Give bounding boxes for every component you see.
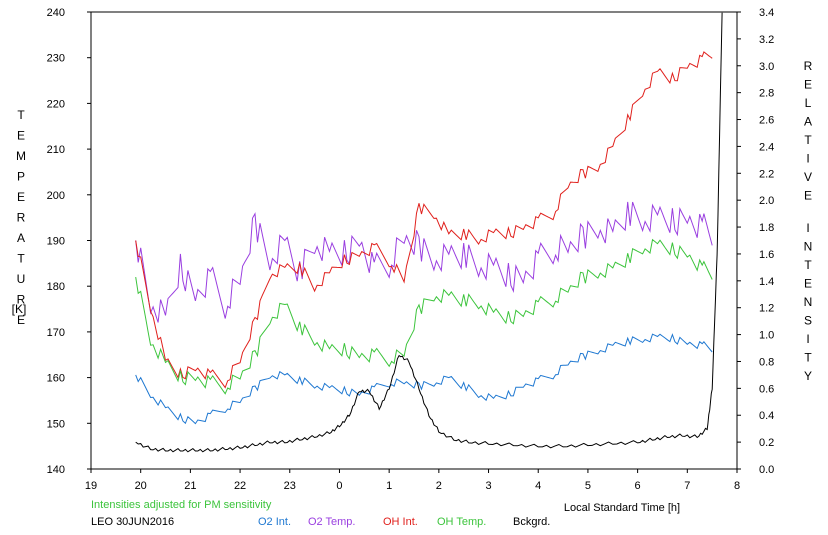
y-right-tick-label: 0.6: [759, 383, 774, 395]
x-tick-label: 5: [585, 480, 591, 492]
y-right-tick-label: 1.6: [759, 249, 774, 261]
x-tick-label: 0: [336, 480, 342, 492]
y-left-label-letter: R: [17, 293, 26, 307]
y-right-label-letter: E: [804, 189, 812, 203]
y-left-tick-label: 210: [47, 144, 65, 156]
x-axis-ticks: 19 20 21 22 23 0 1 2 3 4 5 6 7 8: [85, 469, 740, 492]
series-oh-temp: [135, 238, 713, 395]
y-left-label-letter: A: [17, 231, 25, 245]
x-tick-label: 2: [436, 480, 442, 492]
y-right-tick-label: 0.4: [759, 410, 774, 422]
y-right-label-letter: S: [804, 314, 812, 328]
y-right-label-letter: E: [804, 277, 812, 291]
y-right-label-letter: A: [804, 115, 812, 129]
x-tick-label: 8: [734, 480, 740, 492]
x-tick-label: 23: [284, 480, 296, 492]
x-tick-label: 1: [386, 480, 392, 492]
legend-entry: OH Int.: [383, 516, 418, 528]
x-tick-label: 22: [234, 480, 246, 492]
x-tick-label: 19: [85, 480, 97, 492]
y-left-label-letter: T: [17, 108, 25, 122]
legend: O2 Int. O2 Temp. OH Int. OH Temp. Bckgrd.: [258, 516, 550, 528]
y-right-tick-label: 2.0: [759, 195, 774, 207]
y-right-label-letter: I: [806, 221, 809, 235]
y-right-tick-label: 2.2: [759, 168, 774, 180]
y-left-tick-label: 220: [47, 98, 65, 110]
note-text: Intensities adjusted for PM sensitivity: [91, 499, 272, 511]
y-left-tick-label: 180: [47, 281, 65, 293]
y-left-label-letter: M: [16, 149, 26, 163]
y-left-tick-label: 170: [47, 327, 65, 339]
x-tick-label: 6: [635, 480, 641, 492]
y-right-label-letter: E: [804, 78, 812, 92]
y-right-label-letter: L: [805, 96, 812, 110]
x-tick-label: 20: [135, 480, 147, 492]
legend-entry: OH Temp.: [437, 516, 486, 528]
y-right-label-letter: N: [804, 295, 813, 309]
x-tick-label: 4: [535, 480, 541, 492]
series-o2-int: [135, 333, 713, 425]
y-left-label-letter: E: [17, 313, 25, 327]
y-right-label-letter: I: [806, 152, 809, 166]
y-left-label-letter: U: [17, 272, 26, 286]
y-right-tick-label: 2.6: [759, 115, 774, 127]
y-right-tick-label: 3.2: [759, 34, 774, 46]
y-axis-right-ticks: 0.0 0.2 0.4 0.6 0.8 1.0 1.2 1.4 1.6 1.8 2.0 2.2 2.4 2…: [737, 7, 774, 476]
y-right-tick-label: 2.4: [759, 141, 774, 153]
y-left-label-letter: R: [17, 211, 26, 225]
y-right-tick-label: 1.2: [759, 303, 774, 315]
y-left-label-letter: P: [17, 170, 25, 184]
y-left-tick-label: 140: [47, 464, 65, 476]
legend-entry: O2 Temp.: [308, 516, 356, 528]
x-tick-label: 21: [184, 480, 196, 492]
series-oh-int: [135, 51, 713, 389]
legend-entry: O2 Int.: [258, 516, 291, 528]
y-right-label-letter: Y: [804, 369, 812, 383]
y-axis-left-ticks: 140 150 160 170 180 190 200 210 220 230 240: [47, 7, 91, 476]
y-right-tick-label: 0.0: [759, 464, 774, 476]
y-right-label-letter: N: [804, 240, 813, 254]
y-left-tick-label: 240: [47, 7, 65, 19]
station-date: LEO 30JUN2016: [91, 516, 174, 528]
y-right-tick-label: 3.4: [759, 7, 774, 19]
series-bckgrd: [135, 12, 723, 453]
series-layer: [135, 12, 723, 453]
y-right-label-letter: V: [804, 170, 812, 184]
legend-entry: Bckgrd.: [513, 516, 550, 528]
y-left-tick-label: 160: [47, 373, 65, 385]
y-right-tick-label: 0.8: [759, 356, 774, 368]
y-right-tick-label: 1.8: [759, 222, 774, 234]
y-left-label-letter: T: [17, 252, 25, 266]
y-left-tick-label: 190: [47, 236, 65, 248]
y-left-label-letter: E: [17, 190, 25, 204]
y-right-label-letter: T: [804, 133, 812, 147]
y-right-tick-label: 1.4: [759, 276, 774, 288]
x-tick-label: 7: [684, 480, 690, 492]
y-right-label-letter: T: [804, 258, 812, 272]
y-right-label-letter: R: [804, 59, 813, 73]
y-left-tick-label: 230: [47, 53, 65, 65]
y-right-tick-label: 2.8: [759, 88, 774, 100]
y-left-label-letter: E: [17, 129, 25, 143]
y-right-tick-label: 1.0: [759, 330, 774, 342]
x-tick-label: 3: [485, 480, 491, 492]
y-right-label-letter: I: [806, 332, 809, 346]
x-axis-label: Local Standard Time [h]: [564, 502, 680, 514]
y-right-label-letter: T: [804, 351, 812, 365]
y-left-tick-label: 150: [47, 418, 65, 430]
y-axis-left-unit: [K]: [12, 302, 27, 316]
y-right-tick-label: 0.2: [759, 437, 774, 449]
y-left-tick-label: 200: [47, 190, 65, 202]
series-o2-temp: [135, 201, 713, 323]
y-right-tick-label: 3.0: [759, 61, 774, 73]
plot-frame: [90, 11, 738, 470]
